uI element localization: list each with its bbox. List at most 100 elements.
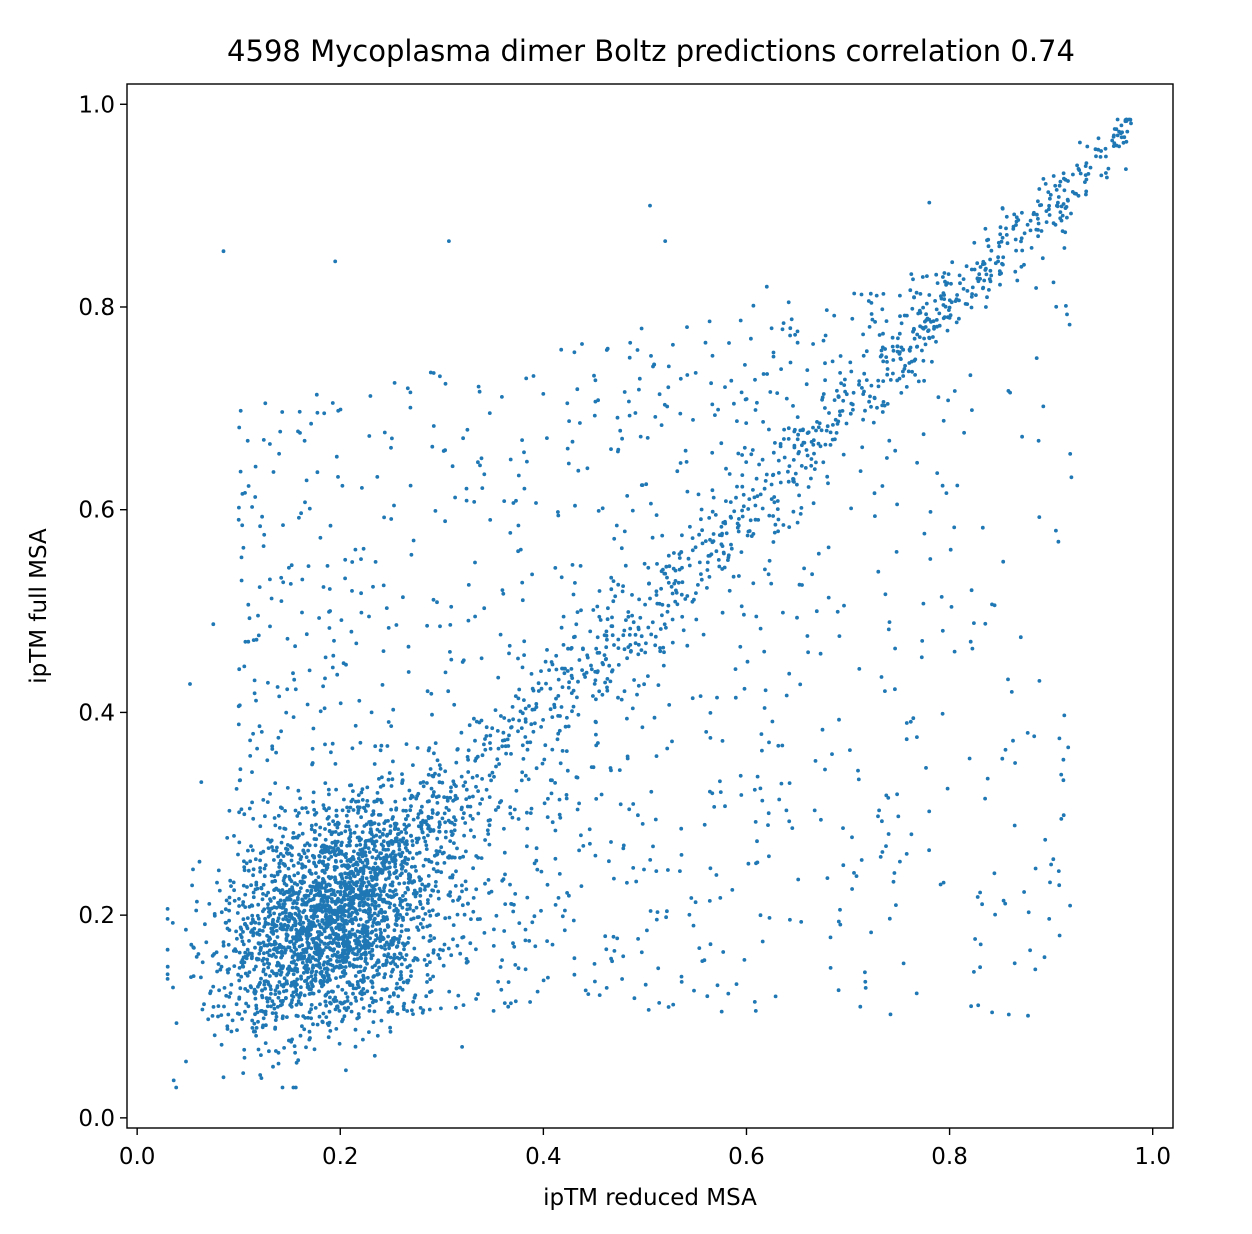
scatter-point (719, 524, 724, 529)
scatter-point (337, 1009, 342, 1013)
scatter-point (406, 940, 410, 945)
scatter-point (321, 803, 326, 807)
scatter-point (759, 732, 764, 736)
scatter-point (362, 903, 366, 907)
scatter-point (301, 1014, 306, 1018)
scatter-point (296, 895, 300, 900)
scatter-point (878, 354, 883, 359)
scatter-point (472, 834, 476, 839)
scatter-point (545, 648, 549, 652)
scatter-point (1065, 197, 1070, 202)
scatter-point (540, 761, 545, 766)
scatter-point (346, 1005, 351, 1010)
scatter-point (385, 833, 389, 838)
scatter-point (351, 965, 356, 969)
scatter-point (654, 917, 659, 922)
scatter-point (333, 995, 338, 1000)
scatter-point (914, 290, 919, 295)
scatter-point (885, 456, 889, 460)
scatter-point (772, 530, 777, 535)
scatter-point (393, 962, 398, 967)
scatter-point (296, 788, 301, 793)
scatter-point (359, 989, 364, 994)
scatter-point (653, 415, 658, 419)
scatter-point (334, 926, 338, 930)
scatter-point (705, 994, 710, 999)
scatter-point (745, 533, 750, 538)
scatter-point (297, 409, 302, 414)
scatter-point (914, 991, 919, 996)
scatter-point (915, 345, 919, 349)
scatter-point (795, 615, 799, 620)
scatter-point (279, 840, 284, 845)
scatter-point (527, 704, 531, 708)
scatter-point (595, 604, 600, 609)
scatter-point (699, 577, 704, 582)
scatter-point (472, 500, 477, 504)
scatter-point (1122, 135, 1127, 140)
scatter-point (410, 839, 415, 843)
scatter-point (254, 964, 258, 969)
scatter-point (826, 545, 831, 550)
scatter-point (268, 839, 273, 844)
scatter-point (247, 616, 252, 621)
scatter-point (842, 383, 847, 387)
scatter-point (782, 437, 786, 441)
scatter-point (256, 1019, 260, 1024)
scatter-point (965, 289, 970, 293)
scatter-point (685, 643, 690, 648)
scatter-point (371, 809, 376, 813)
scatter-point (764, 472, 769, 477)
scatter-point (285, 847, 290, 852)
scatter-point (231, 880, 236, 885)
scatter-point (396, 940, 401, 945)
scatter-point (556, 896, 561, 900)
scatter-point (996, 255, 1000, 260)
scatter-point (578, 564, 583, 568)
scatter-point (1076, 193, 1081, 198)
scatter-point (310, 956, 315, 960)
scatter-point (328, 523, 333, 528)
scatter-point (306, 942, 311, 947)
scatter-point (1006, 677, 1010, 682)
scatter-point (241, 545, 246, 550)
scatter-point (771, 473, 775, 478)
scatter-point (597, 689, 602, 694)
scatter-point (969, 588, 974, 593)
scatter-point (301, 848, 306, 853)
scatter-point (297, 889, 302, 894)
scatter-point (464, 957, 469, 961)
scatter-point (297, 811, 301, 815)
scatter-point (348, 828, 352, 832)
scatter-point (710, 488, 715, 493)
scatter-point (565, 401, 570, 406)
scatter-point (293, 687, 298, 692)
scatter-point (400, 866, 404, 871)
scatter-point (366, 903, 371, 907)
scatter-point (322, 863, 327, 868)
y-tick-label: 0.0 (78, 1106, 115, 1132)
scatter-point (312, 812, 317, 817)
scatter-point (892, 871, 897, 875)
scatter-point (751, 581, 756, 586)
scatter-point (227, 995, 232, 999)
scatter-point (307, 922, 311, 926)
scatter-point (580, 668, 584, 672)
scatter-point (328, 933, 332, 938)
scatter-point (493, 708, 498, 712)
scatter-point (729, 515, 733, 520)
scatter-point (731, 574, 736, 579)
scatter-point (910, 369, 914, 374)
scatter-point (344, 958, 349, 963)
scatter-point (516, 549, 520, 554)
scatter-point (434, 849, 439, 853)
scatter-point (354, 799, 358, 804)
scatter-point (390, 777, 395, 782)
scatter-point (343, 903, 347, 908)
scatter-point (221, 249, 226, 254)
scatter-point (263, 916, 267, 921)
scatter-point (329, 750, 333, 755)
scatter-point (811, 342, 815, 346)
scatter-point (982, 278, 987, 283)
scatter-point (600, 692, 605, 697)
